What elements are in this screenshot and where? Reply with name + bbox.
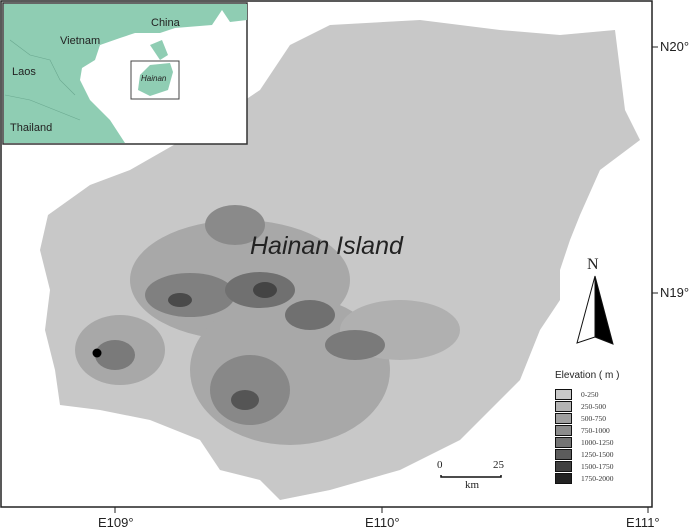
scale-start: 0 xyxy=(437,459,443,471)
legend-item: 250-500 xyxy=(555,400,619,412)
legend-label: 1250-1500 xyxy=(581,449,614,459)
scale-end: 25 xyxy=(493,459,504,471)
y-tick-label: N19° xyxy=(660,285,690,300)
legend-item: 0-250 xyxy=(555,388,619,400)
inset-label-vietnam: Vietnam xyxy=(60,35,101,47)
legend-swatch xyxy=(555,460,572,472)
map-title: Hainan Island xyxy=(250,232,403,260)
legend-label: 0-250 xyxy=(581,389,599,399)
legend-swatch xyxy=(555,436,572,448)
inset-label-hainan: Hainan xyxy=(141,74,167,83)
north-label: N xyxy=(587,256,599,273)
legend-label: 250-500 xyxy=(581,401,606,411)
legend-label: 1750-2000 xyxy=(581,473,614,483)
legend-swatch xyxy=(555,412,572,424)
legend-item: 1000-1250 xyxy=(555,436,619,448)
legend-item: 750-1000 xyxy=(555,424,619,436)
x-tick-label: E110° xyxy=(365,515,400,530)
x-tick-label: E111° xyxy=(626,515,660,530)
legend-swatch xyxy=(555,424,572,436)
y-tick-label: N20° xyxy=(660,39,690,54)
inset-label-thailand: Thailand xyxy=(10,122,53,134)
north-arrow-icon xyxy=(576,275,614,345)
scale-unit: km xyxy=(465,479,480,491)
legend-title: Elevation ( m ) xyxy=(555,370,620,381)
scale-bar xyxy=(440,475,502,478)
site-marker xyxy=(92,348,102,358)
legend-item: 1750-2000 xyxy=(555,472,619,484)
legend-item: 1500-1750 xyxy=(555,460,619,472)
legend-swatch xyxy=(555,400,572,412)
mountain-relief xyxy=(75,205,460,445)
inset-map xyxy=(2,2,248,145)
legend-swatch xyxy=(555,472,572,484)
legend-item: 500-750 xyxy=(555,412,619,424)
legend-label: 1500-1750 xyxy=(581,461,614,471)
legend-swatch xyxy=(555,448,572,460)
inset-label-laos: Laos xyxy=(12,66,36,78)
x-tick-label: E109° xyxy=(98,515,134,530)
legend-label: 500-750 xyxy=(581,413,606,423)
legend-item: 1250-1500 xyxy=(555,448,619,460)
legend-label: 1000-1250 xyxy=(581,437,614,447)
elevation-legend: Elevation ( m ) 0-250 250-500 500-750 750-1… xyxy=(555,370,619,484)
inset-label-china: China xyxy=(151,17,180,29)
legend-swatch xyxy=(555,388,572,400)
legend-label: 750-1000 xyxy=(581,425,610,435)
